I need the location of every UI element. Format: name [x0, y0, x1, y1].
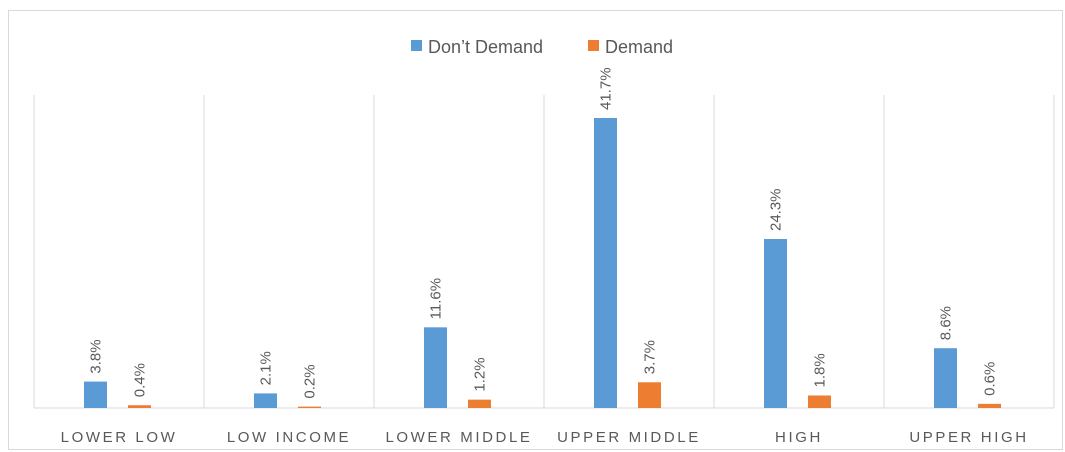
x-tick-label-lower-low: LOWER LOW — [61, 429, 178, 446]
data-label-don-t-demand-lower-middle: 11.6% — [428, 278, 445, 319]
x-tick-label-high: HIGH — [775, 429, 823, 446]
x-tick-labels: LOWER LOW LOW INCOME LOWER MIDDLE UPPER MID… — [61, 429, 1028, 446]
data-label-don-t-demand-upper-middle: 41.7% — [598, 67, 615, 110]
x-tick-label-lower-middle: LOWER MIDDLE — [385, 429, 532, 446]
data-label-don-t-demand-high: 24.3% — [768, 188, 785, 231]
bar-don-t-demand-lower-middle — [424, 327, 447, 408]
bar-demand-lower-low — [128, 405, 151, 408]
legend: Don’t Demand Demand — [411, 37, 673, 57]
x-tick-label-upper-middle: UPPER MIDDLE — [557, 429, 701, 446]
data-label-demand-upper-high: 0.6% — [982, 362, 999, 396]
bar-don-t-demand-upper-high — [934, 348, 957, 408]
category-separators — [33, 95, 1055, 408]
data-labels-layer: 3.8% 0.4% 2.1% 0.2% 11.6% 1.2% 41.7% 3.7% 24.3% 1… — [88, 67, 999, 398]
legend-swatch-don-t-demand — [411, 40, 422, 51]
bar-demand-upper-high — [978, 403, 1001, 408]
x-tick-label-low-income: LOW INCOME — [227, 429, 351, 446]
bar-don-t-demand-low-income — [254, 393, 277, 408]
data-label-don-t-demand-upper-high: 8.6% — [938, 306, 955, 340]
chart-frame — [8, 10, 1063, 450]
data-label-don-t-demand-low-income: 2.1% — [258, 351, 275, 385]
bar-demand-lower-middle — [468, 399, 491, 408]
bar-demand-high — [808, 395, 831, 408]
bar-demand-upper-middle — [638, 382, 661, 408]
bar-don-t-demand-high — [764, 239, 787, 408]
data-label-don-t-demand-lower-low: 3.8% — [88, 339, 105, 373]
data-label-demand-upper-middle: 3.7% — [642, 340, 659, 374]
bars-layer — [84, 118, 1001, 408]
legend-swatch-demand — [588, 40, 599, 51]
data-label-demand-lower-low: 0.4% — [132, 363, 149, 397]
bar-don-t-demand-lower-low — [84, 381, 107, 408]
legend-label-don-t-demand: Don’t Demand — [428, 37, 543, 57]
x-tick-label-upper-high: UPPER HIGH — [909, 429, 1028, 446]
data-label-demand-lower-middle: 1.2% — [472, 357, 489, 391]
data-label-demand-high: 1.8% — [812, 353, 829, 387]
bar-demand-low-income — [298, 406, 321, 408]
data-label-demand-low-income: 0.2% — [302, 364, 319, 398]
bar-don-t-demand-upper-middle — [594, 118, 617, 408]
legend-label-demand: Demand — [605, 37, 673, 57]
